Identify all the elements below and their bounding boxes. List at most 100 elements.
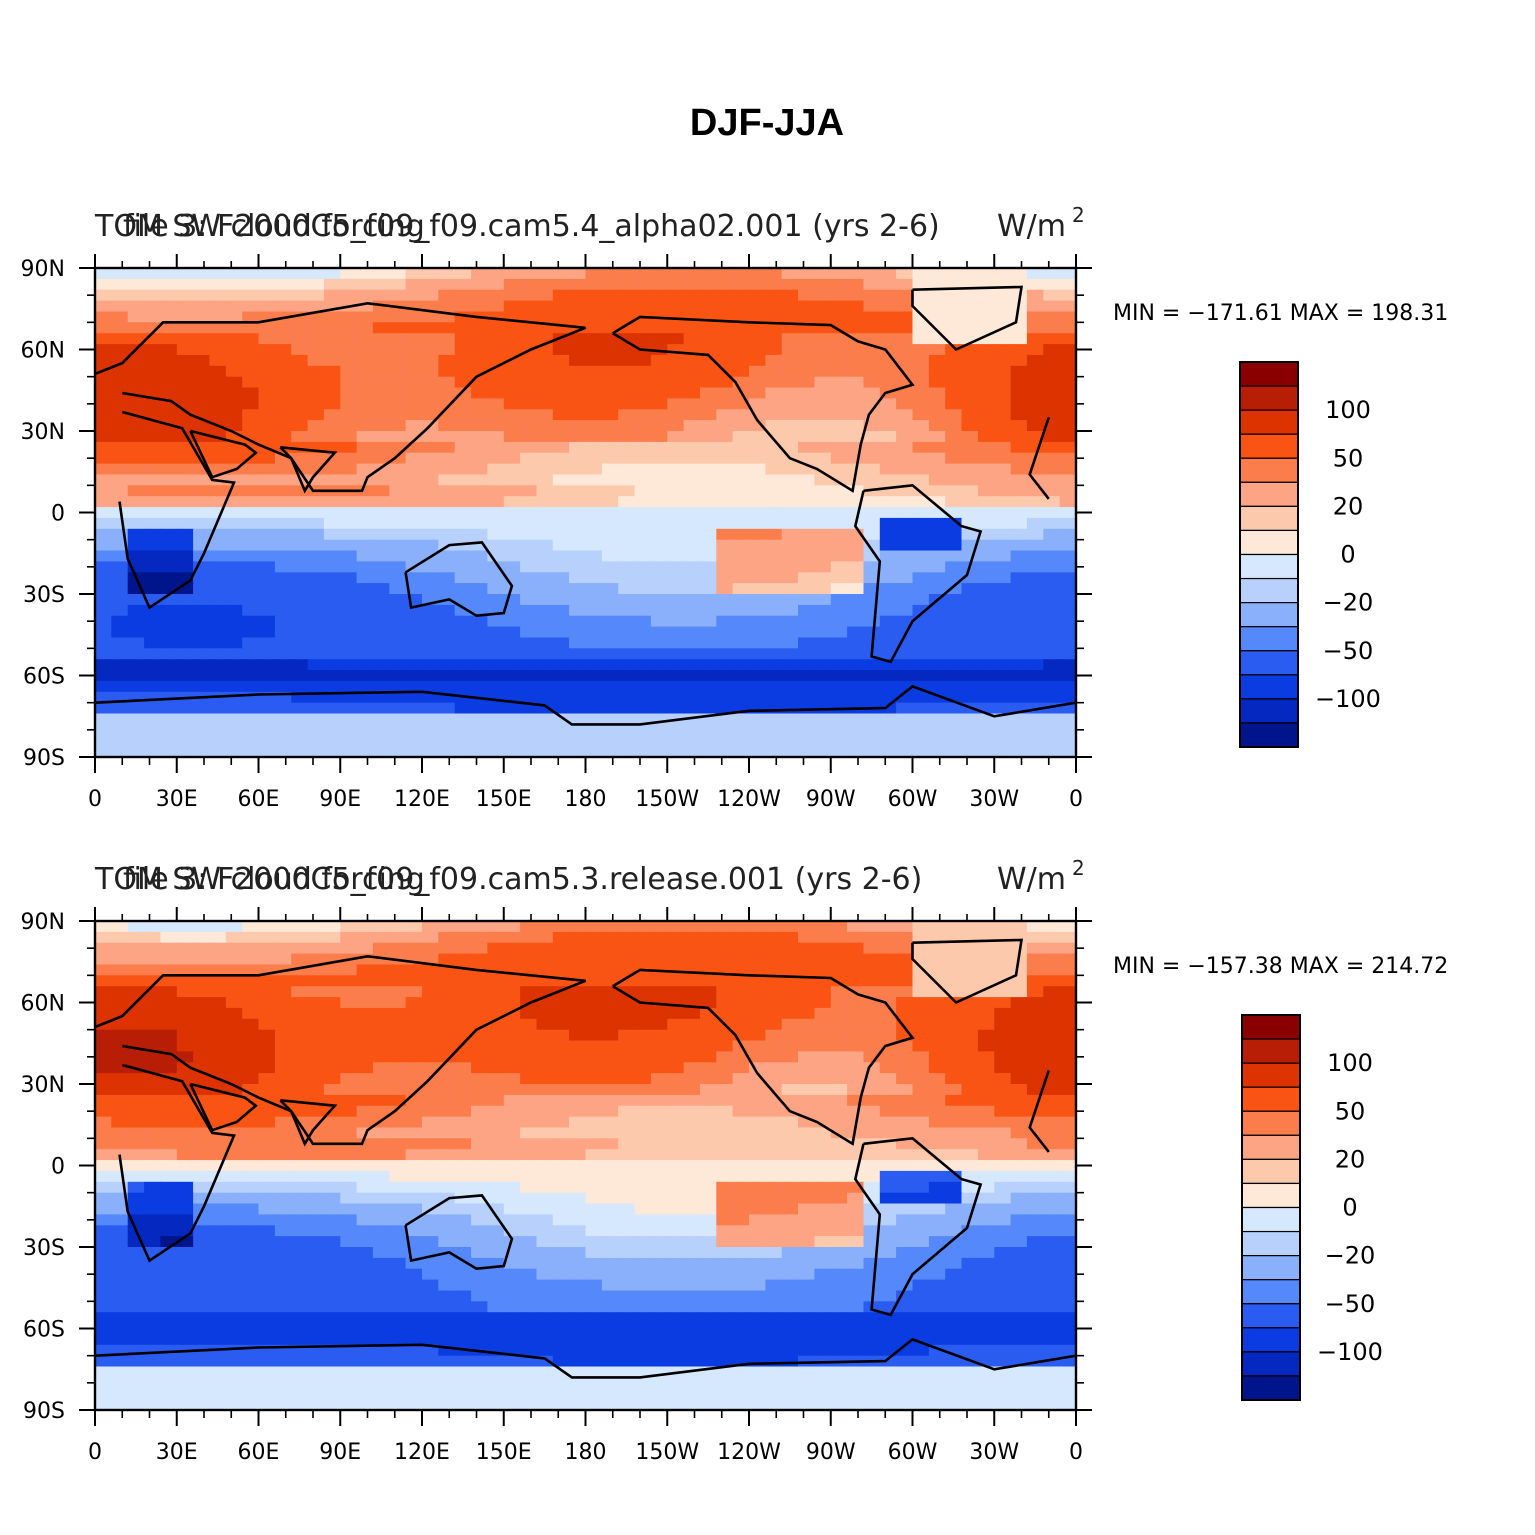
field-cell [1010, 1268, 1028, 1281]
field-cell [95, 942, 112, 955]
field-cell [700, 1192, 717, 1205]
field-cell [667, 637, 685, 649]
field-cell [765, 964, 783, 976]
field-cell [487, 702, 505, 715]
field-cell [111, 1084, 129, 1096]
field-cell [650, 626, 668, 639]
field-cell [471, 496, 489, 508]
field-cell [176, 1236, 194, 1248]
field-cell [144, 670, 162, 682]
field-cell [536, 604, 554, 617]
field-cell [536, 311, 554, 323]
field-cell [454, 670, 472, 682]
field-cell [896, 1018, 914, 1031]
field-cell [454, 398, 472, 410]
field-cell [601, 670, 619, 682]
field-cell [896, 365, 914, 378]
field-cell [765, 1203, 783, 1215]
field-cell [389, 387, 407, 399]
field-cell [111, 1007, 129, 1020]
field-cell [520, 452, 538, 465]
field-cell [912, 1236, 930, 1248]
field-cell [225, 615, 243, 628]
field-cell [323, 1290, 341, 1302]
field-cell [945, 1203, 963, 1215]
field-cell [471, 1160, 489, 1172]
field-cell [879, 311, 897, 323]
field-cell [765, 1007, 783, 1020]
field-cell [928, 997, 946, 1009]
field-cell [1026, 713, 1044, 725]
field-cell [912, 441, 930, 454]
field-cell [798, 637, 815, 649]
field-cell [160, 1301, 178, 1313]
field-cell [749, 539, 766, 552]
field-cell [536, 344, 554, 356]
field-cell [798, 691, 815, 704]
field-cell [896, 333, 914, 345]
field-cell [340, 1149, 358, 1161]
field-cell [749, 1051, 766, 1063]
field-cell [454, 1181, 472, 1194]
field-cell [144, 365, 162, 378]
field-cell [1059, 441, 1076, 454]
field-cell [176, 1181, 194, 1194]
field-cell [209, 387, 227, 399]
field-cell [503, 953, 521, 966]
field-cell [945, 322, 963, 334]
field-cell [389, 474, 407, 486]
field-cell [405, 387, 423, 399]
field-cell [1010, 931, 1028, 944]
field-cell [863, 289, 881, 302]
field-cell [945, 441, 963, 454]
field-cell [536, 997, 554, 1009]
field-cell [618, 1094, 636, 1107]
field-cell [961, 1018, 979, 1031]
field-cell [144, 268, 162, 280]
field-cell [438, 344, 456, 356]
field-cell [552, 1007, 570, 1020]
field-cell [863, 431, 881, 443]
field-cell [454, 724, 472, 736]
colorbar-cell [1239, 457, 1299, 483]
field-cell [471, 975, 489, 987]
field-cell [307, 1018, 325, 1031]
field-cell [945, 1138, 963, 1150]
field-cell [258, 1203, 276, 1215]
field-cell [209, 583, 227, 595]
field-cell [323, 550, 341, 562]
field-cell [618, 354, 636, 367]
field-cell [896, 322, 914, 334]
field-cell [1043, 942, 1061, 955]
field-cell [569, 420, 587, 432]
field-cell [569, 724, 587, 736]
field-cell [1026, 463, 1044, 476]
field-cell [405, 311, 423, 323]
field-cell [1010, 583, 1028, 595]
field-cell [389, 1007, 407, 1020]
field-cell [536, 431, 554, 443]
field-cell [471, 702, 489, 715]
field-cell [307, 637, 325, 649]
field-cell [356, 713, 374, 725]
field-cell [634, 724, 652, 736]
field-cell [144, 659, 162, 671]
field-cell [405, 463, 423, 476]
field-cell [634, 485, 652, 497]
field-cell [111, 1290, 129, 1302]
field-cell [912, 1116, 930, 1129]
field-cell [716, 322, 734, 334]
field-cell [323, 452, 341, 465]
field-cell [176, 931, 194, 944]
field-cell [193, 409, 211, 421]
field-cell [863, 1040, 881, 1052]
field-cell [258, 300, 276, 313]
field-cell [961, 322, 979, 334]
field-cell [471, 1192, 489, 1205]
field-cell [209, 724, 227, 736]
field-cell [830, 942, 848, 955]
field-cell [928, 1084, 946, 1096]
field-cell [896, 1149, 914, 1161]
field-cell [634, 322, 652, 334]
